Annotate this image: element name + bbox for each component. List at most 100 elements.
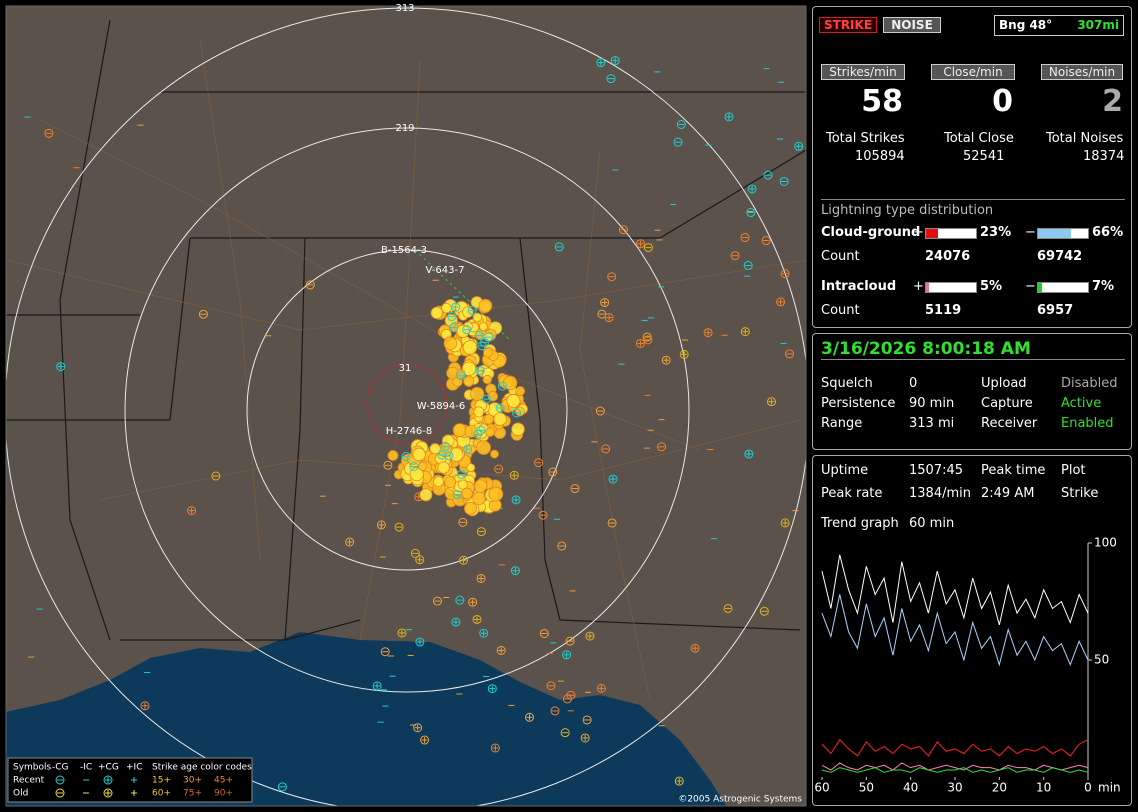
strike-symbol (511, 495, 521, 505)
strike-symbol (600, 298, 610, 308)
strike-symbol (661, 355, 671, 365)
storm-strike (412, 447, 426, 462)
strike-symbol (44, 128, 54, 138)
rate-button[interactable]: Close/min (931, 64, 1015, 80)
strike-symbol (372, 681, 382, 691)
rate-value: 0 (992, 84, 1013, 119)
strike-symbol (690, 643, 700, 653)
storm-strike (466, 463, 476, 473)
distribution-title: Lightning type distribution (821, 203, 994, 218)
strike-symbol (512, 408, 522, 418)
storm-strike (473, 406, 485, 418)
datetime: 3/16/2026 8:00:18 AM (821, 339, 1031, 359)
legend-age: 15+ (152, 776, 171, 786)
strike-symbol (595, 406, 605, 416)
sign: − (1025, 279, 1036, 294)
legend-header: Strike age color codes (152, 763, 252, 773)
strike-symbol (462, 325, 472, 335)
strike-symbol (383, 460, 393, 470)
storm-strike (461, 487, 473, 500)
strike-symbol (451, 302, 461, 312)
strike-symbol (447, 312, 457, 322)
stat-value: 1384/min (909, 486, 971, 501)
storm-strike (472, 491, 486, 505)
noise-button[interactable]: NOISE (883, 17, 941, 33)
storm-strike (429, 443, 441, 455)
storm-strike (473, 479, 488, 493)
storm-strike (485, 427, 495, 438)
stat-value: 2:49 AM (981, 486, 1035, 501)
rate-button[interactable]: Strikes/min (821, 64, 905, 80)
strike-symbol (376, 520, 386, 530)
strike-symbol (643, 243, 653, 253)
station-label: W-5894-6 (417, 401, 466, 412)
strike-symbol (394, 522, 404, 532)
setting-label: Capture (981, 396, 1033, 411)
bar-fill (1038, 283, 1042, 292)
strike-symbol (475, 366, 485, 376)
storm-strike (511, 422, 525, 437)
count: 5119 (925, 303, 962, 318)
strike-symbol (345, 537, 355, 547)
strike-symbol (557, 541, 567, 551)
strike-symbol (476, 573, 486, 583)
rate-button[interactable]: Noises/min (1041, 64, 1123, 80)
strike-symbol (606, 74, 616, 84)
strike-symbol (415, 555, 425, 565)
storm-strike (515, 385, 526, 396)
setting-value: 313 mi (909, 416, 955, 431)
storm-strike (476, 440, 492, 456)
total-value: 105894 (855, 149, 905, 164)
strike-symbol (582, 715, 592, 725)
legend-age: 60+ (152, 789, 171, 799)
strike-symbol (703, 328, 713, 338)
strike-symbol (608, 474, 618, 484)
strike-symbol (420, 735, 430, 745)
strike-symbol (476, 425, 486, 435)
storm-strike (488, 486, 504, 502)
legend-header: +CG (98, 763, 119, 773)
setting-value: 0 (909, 376, 918, 391)
strike-symbol (562, 694, 572, 704)
strike-symbol (585, 631, 595, 641)
strike-symbol (452, 490, 462, 500)
strike-symbol (570, 484, 580, 494)
strike-symbol (740, 327, 750, 337)
strike-symbol (538, 510, 548, 520)
strike-symbol (554, 242, 564, 252)
strike-button[interactable]: STRIKE (819, 17, 877, 33)
storm-strike (506, 393, 521, 408)
storm-strike (452, 423, 467, 438)
setting-value: Active (1061, 396, 1102, 411)
storm-strike (441, 302, 452, 314)
storm-strike (461, 361, 477, 376)
bar-fill (926, 283, 929, 292)
strike-symbol (437, 450, 447, 460)
status-panel: 3/16/2026 8:00:18 AM Squelch 0 Upload Disab… (812, 333, 1132, 450)
stat-label: Uptime (821, 463, 869, 478)
percent: 5% (980, 279, 1003, 294)
legend-header: Symbols (13, 763, 52, 773)
strike-symbol (546, 681, 556, 691)
total-value: 52541 (963, 149, 1005, 164)
strike-symbol (539, 628, 549, 638)
legend-row-label: Recent (13, 776, 45, 786)
strike-symbol (604, 313, 614, 323)
strike-symbol (550, 706, 560, 716)
storm-strike (482, 348, 493, 358)
strike-symbol (784, 349, 794, 359)
strike-symbol (410, 548, 420, 558)
setting-label: Persistence (821, 396, 896, 411)
total-label: Total Strikes (826, 131, 905, 146)
trend-span: 60 min (909, 516, 955, 531)
bar-track (1037, 282, 1089, 293)
strike-symbol (674, 776, 684, 786)
strike-symbol (305, 280, 315, 290)
strike-symbol (490, 743, 500, 753)
strike-symbol (55, 788, 65, 798)
strike-symbol (740, 233, 750, 243)
setting-label: Receiver (981, 416, 1038, 431)
bar-track (925, 282, 977, 293)
map-frame (5, 5, 807, 807)
